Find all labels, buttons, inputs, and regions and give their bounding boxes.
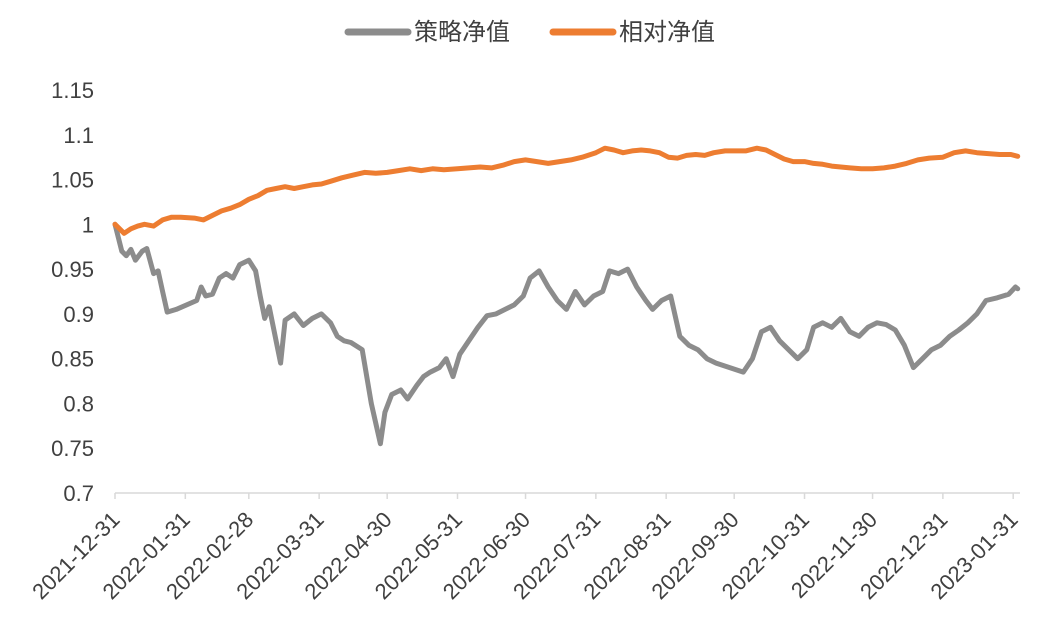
y-tick-label: 0.7 xyxy=(63,481,94,506)
y-tick-label: 0.85 xyxy=(51,347,94,372)
legend: 策略净值 相对净值 xyxy=(344,18,715,46)
y-tick-label: 0.95 xyxy=(51,257,94,282)
y-tick-label: 0.9 xyxy=(63,302,94,327)
legend-label-relative: 相对净值 xyxy=(619,18,715,46)
plot-area xyxy=(112,145,1021,447)
y-tick-label: 1 xyxy=(82,212,94,237)
legend-label-strategy: 策略净值 xyxy=(414,18,510,46)
y-tick-label: 0.75 xyxy=(51,436,94,461)
y-tick-label: 1.1 xyxy=(63,123,94,148)
x-axis: 2021-12-312022-01-312022-02-282022-03-31… xyxy=(27,492,1023,604)
series-line-relative xyxy=(112,145,1021,236)
y-axis: 1.15 1.1 1.05 1 0.95 0.9 0.85 0.8 0.75 0.7 xyxy=(51,78,94,506)
y-tick-label: 0.8 xyxy=(63,391,94,416)
y-tick-label: 1.05 xyxy=(51,168,94,193)
y-tick-label: 1.15 xyxy=(51,78,94,103)
series-line-strategy xyxy=(112,221,1021,447)
